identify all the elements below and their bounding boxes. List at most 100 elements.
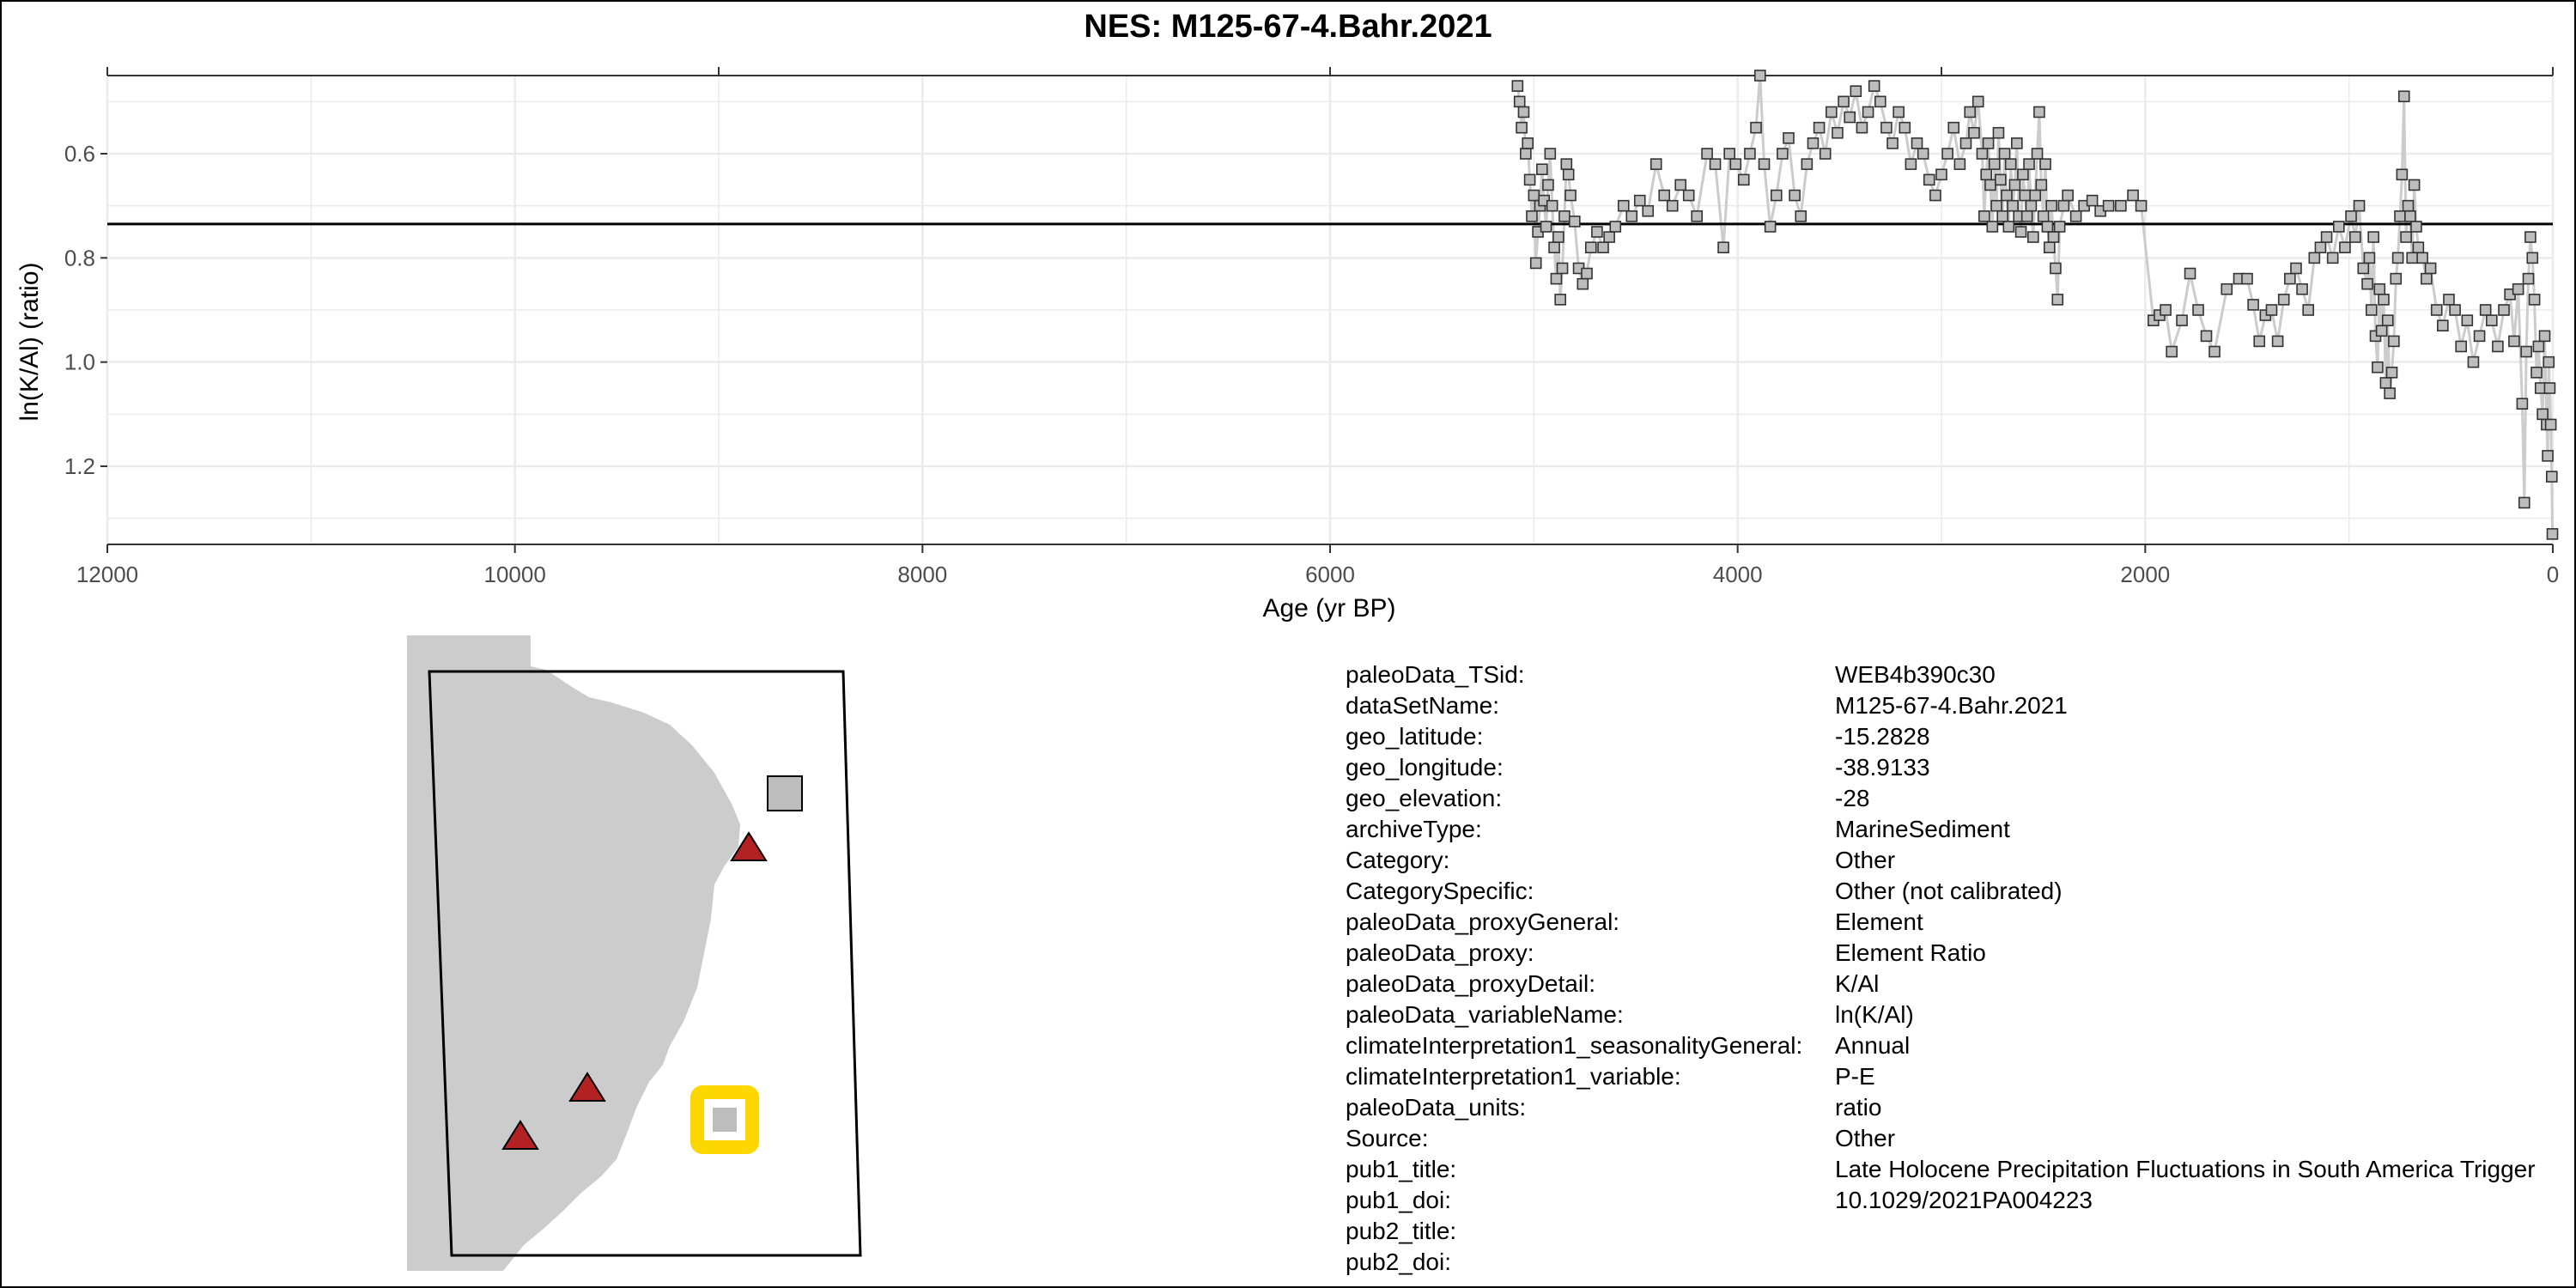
data-point-marker [1941, 148, 1953, 160]
metadata-value: Annual [1835, 1032, 1911, 1059]
data-point-marker [2035, 179, 2048, 191]
data-point-marker [2253, 335, 2266, 348]
data-point-marker [1529, 257, 1542, 270]
data-point-marker [1625, 210, 1638, 222]
data-point-marker [1917, 148, 1929, 160]
data-point-marker [1758, 158, 1771, 170]
data-point-marker [2375, 325, 2388, 337]
metadata-value: Other [1835, 847, 1896, 873]
data-point-marker [2394, 210, 2406, 222]
data-point-marker [1874, 95, 1886, 108]
data-point-marker [1562, 168, 1575, 181]
selected-site-marker [713, 1108, 737, 1132]
metadata-key: CategorySpecific: [1346, 878, 1534, 904]
data-point-marker [2339, 241, 2351, 254]
data-point-marker [1737, 173, 1750, 186]
data-point-marker [2208, 345, 2221, 358]
data-point-marker [2544, 418, 2557, 431]
data-point-marker [1801, 158, 1814, 170]
data-point-marker [2160, 304, 2172, 316]
data-point-marker [1528, 189, 1540, 202]
data-point-marker [2492, 340, 2504, 353]
data-point-marker [1658, 189, 1671, 202]
data-point-marker [2363, 252, 2376, 264]
data-point-marker [2449, 304, 2461, 316]
metadata-key: climateInterpretation1_seasonalityGenera… [1346, 1032, 1803, 1059]
x-tick-label: 10000 [484, 562, 546, 587]
metadata-key: pub2_doi: [1346, 1249, 1452, 1275]
data-point-marker [2320, 231, 2333, 243]
data-point-marker [2520, 345, 2532, 358]
metadata-value: -38.9133 [1835, 754, 1930, 781]
data-point-marker [1674, 179, 1687, 191]
data-point-marker [2302, 304, 2314, 316]
data-point-marker [1996, 210, 2008, 222]
data-point-marker [2029, 189, 2041, 202]
metadata-row: pub2_title: [1346, 1216, 2573, 1247]
data-point-marker [1980, 168, 1993, 181]
data-point-marker [1723, 148, 1735, 160]
data-point-marker [2421, 272, 2433, 285]
data-point-marker [2062, 189, 2074, 202]
metadata-key: pub2_title: [1346, 1218, 1457, 1244]
time-series-chart: 12000 10000 8000 6000 4000 2000 00.60.81.01.2 … [15, 67, 2559, 623]
data-point-marker [1777, 148, 1789, 160]
metadata-row: CategorySpecific: Other (not calibrated) [1346, 876, 2573, 907]
data-point-marker [2027, 231, 2039, 243]
data-point-marker [2508, 335, 2520, 348]
data-point-marker [2002, 221, 2015, 233]
metadata-key: archiveType: [1346, 816, 1482, 842]
metadata-value: WEB4b390c30 [1835, 661, 1996, 688]
data-point-marker [2007, 199, 2019, 212]
data-point-marker [1783, 132, 1795, 144]
data-point-marker [2516, 398, 2529, 410]
data-point-marker [2532, 340, 2545, 353]
data-point-marker [1564, 189, 1577, 202]
data-point-marker [1642, 204, 1655, 217]
data-point-marker [2200, 330, 2213, 343]
metadata-key: Category: [1346, 847, 1450, 873]
metadata-row: Source: Other [1346, 1123, 2573, 1154]
record-marker-square [767, 775, 803, 811]
data-point-marker [2039, 158, 2051, 170]
axis-layer: 12000 10000 8000 6000 4000 2000 0 0.6 0.8 1.0 1.2 [64, 67, 2559, 587]
data-point-marker [2498, 304, 2510, 316]
data-point-marker [2397, 90, 2410, 103]
data-point-marker [1844, 111, 1856, 124]
data-point-marker [1520, 148, 1532, 160]
data-point-marker [1550, 272, 1563, 285]
data-point-marker [1523, 173, 1536, 186]
data-point-marker [2053, 221, 2066, 233]
x-tick-label: 2000 [2120, 562, 2170, 587]
data-point-marker [2530, 366, 2543, 379]
data-point-marker [1998, 148, 2011, 160]
data-point-marker [2461, 314, 2474, 326]
data-point-marker [2051, 294, 2064, 306]
data-point-marker [2543, 382, 2556, 394]
data-point-marker [2412, 241, 2425, 254]
data-point-marker [1770, 189, 1783, 202]
data-point-marker [2524, 231, 2537, 243]
data-point-marker [1992, 126, 2005, 139]
map-frame [428, 670, 862, 1257]
data-point-marker [1558, 210, 1571, 222]
data-point-marker [2037, 210, 2050, 222]
data-point-marker [1753, 70, 1766, 82]
metadata-row: dataSetName: M125-67-4.Bahr.2021 [1346, 690, 2573, 721]
site-marker-triangle [568, 1072, 606, 1102]
data-point-marker [2333, 221, 2345, 233]
data-point-marker [2410, 221, 2422, 233]
data-point-marker [2057, 199, 2070, 212]
data-point-marker [2069, 210, 2082, 222]
metadata-row: climateInterpretation1_seasonalityGenera… [1346, 1030, 2573, 1061]
data-point-marker [2043, 241, 2056, 254]
metadata-value: ln(K/Al) [1835, 1001, 1914, 1028]
metadata-value: M125-67-4.Bahr.2021 [1835, 692, 2068, 719]
data-point-marker [2127, 189, 2139, 202]
metadata-key: paleoData_variableName: [1346, 1001, 1624, 1028]
data-point-marker [2192, 304, 2204, 316]
data-point-marker [1717, 241, 1729, 254]
data-point-marker [2017, 168, 2029, 181]
data-point-marker [2011, 137, 2023, 149]
data-point-marker [2528, 294, 2541, 306]
